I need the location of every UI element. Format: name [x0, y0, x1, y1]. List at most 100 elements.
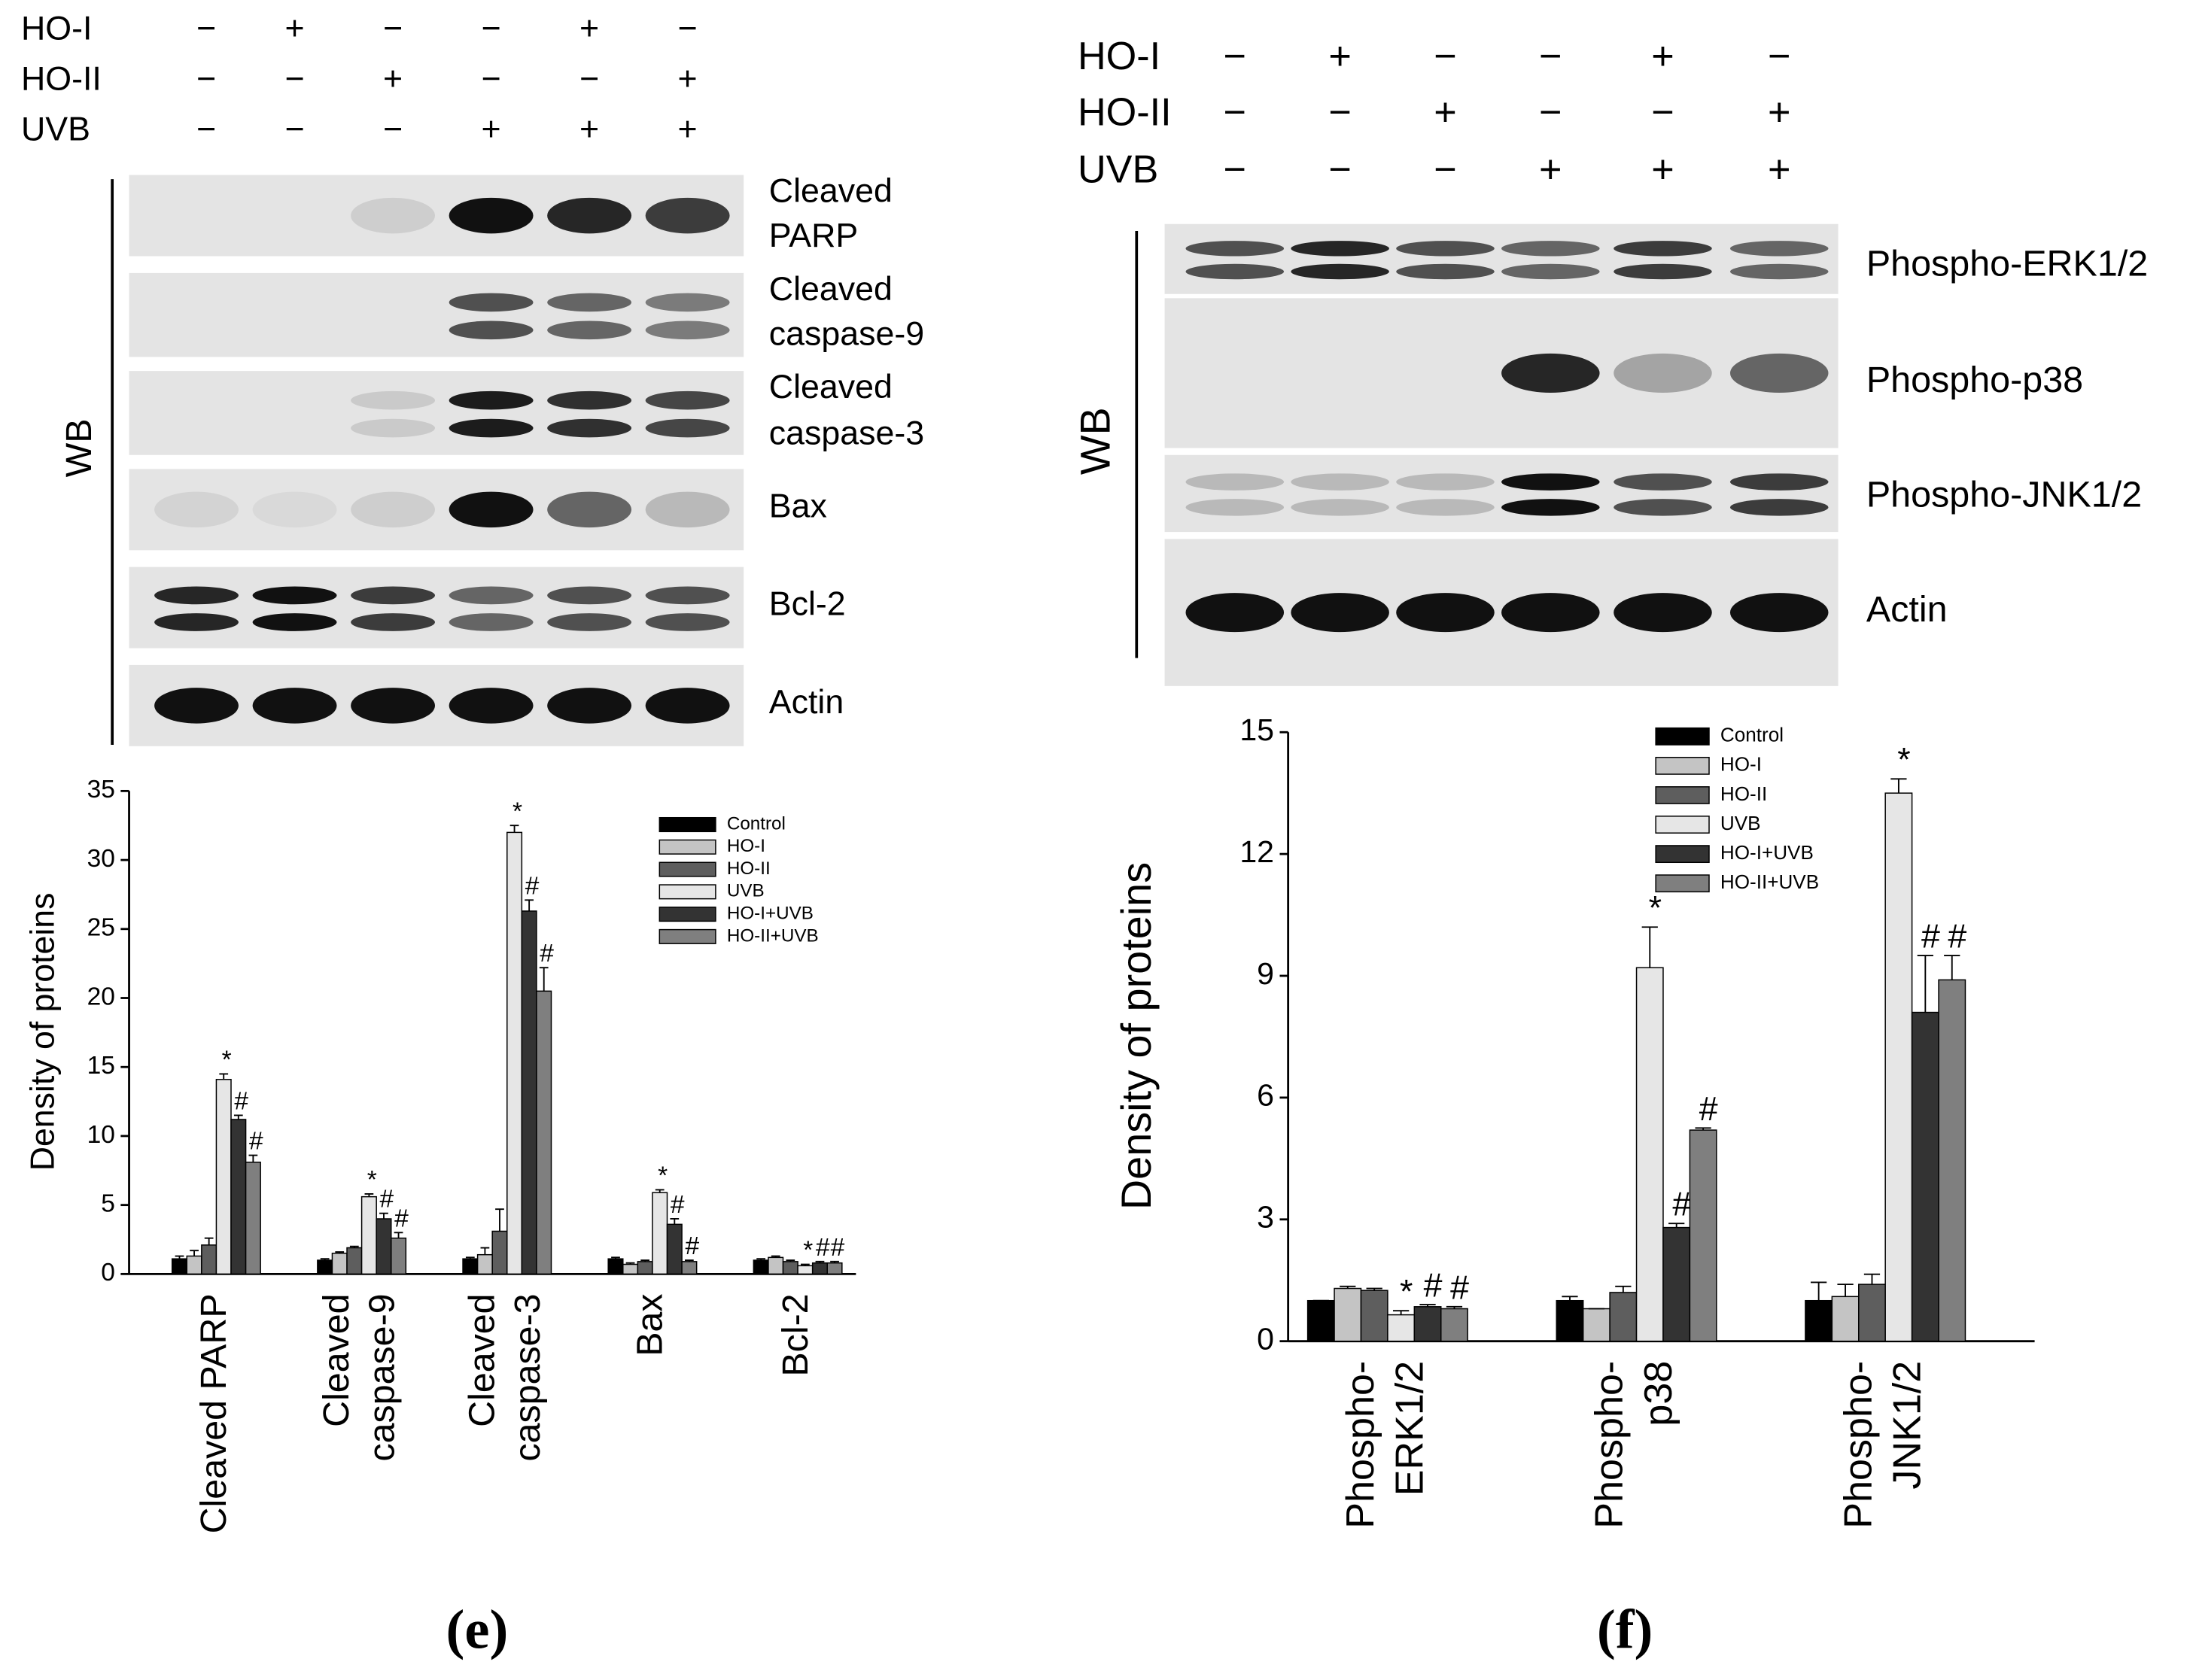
blot-band	[252, 491, 337, 528]
bar	[1440, 1308, 1468, 1342]
error-bar	[509, 825, 519, 833]
y-tick-label: 0	[101, 1259, 115, 1287]
bar	[536, 990, 552, 1275]
significance-mark: *	[1897, 742, 1910, 779]
legend-swatch	[1655, 816, 1710, 834]
significance-mark: #	[1948, 919, 1966, 955]
bar	[1911, 1011, 1939, 1342]
blot-band	[1614, 263, 1712, 280]
bar	[681, 1261, 698, 1275]
blot-band	[1185, 241, 1285, 257]
blot-label: Cleaved	[769, 271, 893, 308]
blot-band	[252, 586, 337, 605]
blot-label: Bax	[769, 488, 827, 524]
bar	[666, 1223, 683, 1275]
blot-band	[449, 197, 534, 234]
blot-band	[154, 586, 239, 605]
error-bar	[233, 1114, 243, 1119]
treatment-sign: −	[1224, 148, 1246, 192]
x-tick-label: p38	[1637, 1361, 1680, 1426]
blot-strip	[1164, 223, 1839, 294]
error-bar	[1446, 1305, 1463, 1309]
x-tick-label: Phospho-	[1588, 1361, 1632, 1529]
blot-band	[547, 293, 632, 312]
error-bar	[364, 1193, 374, 1197]
significance-mark: #	[685, 1232, 699, 1260]
bar	[376, 1218, 392, 1275]
treatment-sign: −	[284, 111, 304, 148]
x-tick-label: Bax	[630, 1293, 671, 1356]
significance-mark: *	[513, 797, 522, 825]
blot-band	[645, 491, 730, 528]
bar	[1413, 1306, 1442, 1342]
legend-label: HO-I+UVB	[727, 904, 814, 924]
error-bar	[1340, 1285, 1356, 1289]
blot-band	[154, 613, 239, 631]
error-bar	[771, 1255, 780, 1258]
significance-mark: *	[1400, 1274, 1413, 1311]
error-bar	[1366, 1287, 1382, 1291]
blot-band	[351, 586, 436, 605]
blot-band	[645, 688, 730, 724]
error-bar	[1917, 955, 1933, 1013]
blot-band	[1185, 473, 1285, 491]
x-tick-label: Bcl-2	[775, 1293, 816, 1376]
blot-band	[1291, 263, 1389, 280]
treatment-sign: −	[284, 61, 304, 98]
treatment-label: UVB	[1078, 148, 1158, 192]
blot-band	[449, 613, 534, 631]
bar	[1805, 1299, 1833, 1342]
bar	[230, 1119, 247, 1275]
error-bar	[1863, 1273, 1881, 1285]
blot-strip	[129, 567, 744, 649]
blot-band	[252, 688, 337, 724]
treatment-sign: −	[1224, 90, 1246, 134]
y-tick-label: 10	[87, 1121, 115, 1149]
blot-label: Bcl-2	[769, 586, 846, 623]
blot-band	[449, 688, 534, 724]
blot-band	[547, 321, 632, 340]
bar	[476, 1253, 493, 1275]
error-bar	[1615, 1285, 1632, 1293]
blot-band	[351, 613, 436, 631]
significance-mark: #	[1672, 1186, 1691, 1223]
treatment-label: HO-I	[1078, 35, 1160, 78]
error-bar	[1810, 1281, 1827, 1301]
legend-swatch	[658, 907, 716, 922]
blot-band	[1185, 593, 1285, 633]
legend-label: HO-I	[1720, 753, 1762, 776]
blot-band	[645, 613, 730, 631]
blot-label: caspase-3	[769, 415, 924, 452]
significance-mark: #	[1921, 919, 1940, 955]
significance-mark: #	[249, 1128, 263, 1156]
blot-label: Phospho-ERK1/2	[1866, 243, 2148, 284]
y-axis-label: Density of proteins	[1112, 862, 1160, 1210]
bar	[1884, 792, 1913, 1342]
blot-band	[449, 390, 534, 410]
blot-band	[1501, 593, 1600, 633]
blot-band	[1185, 263, 1285, 280]
bar	[317, 1259, 333, 1275]
blot-band	[1396, 593, 1495, 633]
y-tick-label: 5	[101, 1190, 115, 1218]
blot-band	[645, 293, 730, 312]
treatment-sign: +	[1768, 148, 1790, 192]
treatment-sign: −	[678, 11, 698, 47]
legend-swatch	[1655, 845, 1710, 864]
legend-swatch	[1655, 756, 1710, 775]
y-tick-label: 15	[87, 1052, 115, 1080]
blot-band	[1396, 473, 1495, 491]
blot-band	[1729, 241, 1829, 257]
blot-band	[1396, 263, 1495, 280]
significance-mark: #	[234, 1088, 248, 1116]
treatment-sign: −	[196, 61, 216, 98]
error-bar	[756, 1258, 766, 1261]
x-tick-label: Cleaved	[461, 1293, 502, 1426]
error-bar	[1890, 778, 1907, 794]
treatment-sign: −	[482, 11, 501, 47]
blot-label: Cleaved	[769, 173, 893, 210]
error-bar	[525, 899, 534, 911]
error-bar	[219, 1073, 229, 1080]
error-bar	[480, 1247, 490, 1255]
bar	[346, 1247, 363, 1275]
